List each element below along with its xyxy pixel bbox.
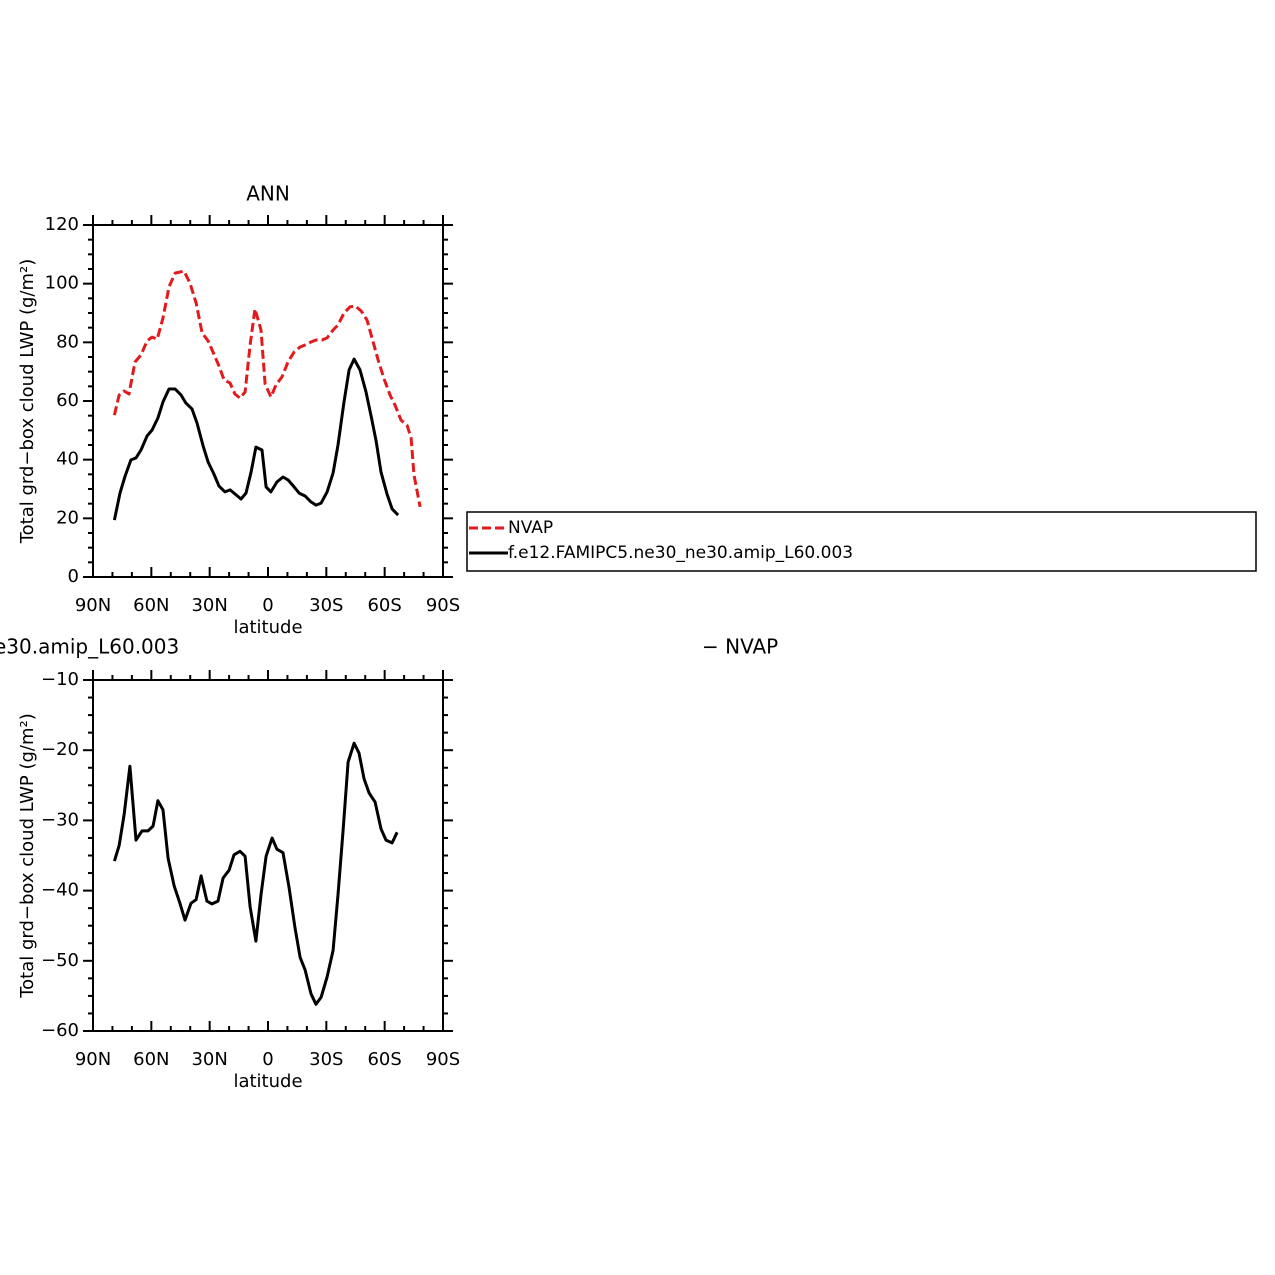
y-tick-label: 80	[56, 331, 79, 352]
x-tick-label: 60S	[367, 595, 401, 616]
x-tick-label: 90N	[75, 1049, 111, 1070]
x-tick-label: 60N	[133, 595, 169, 616]
x-tick-label: 90S	[426, 1049, 460, 1070]
y-tick-label: −10	[41, 669, 79, 690]
x-tick-label: 30S	[309, 595, 343, 616]
data-line	[112, 357, 400, 521]
x-tick-label: 30S	[309, 1049, 343, 1070]
y-tick-label: 0	[68, 566, 79, 587]
x-tick-label: 60S	[367, 1049, 401, 1070]
y-axis-label: Total grd−box cloud LWP (g/m²)	[17, 259, 38, 545]
y-tick-label: 100	[45, 273, 79, 294]
y-tick-label: −30	[41, 809, 79, 830]
chart-title-left: e30.amip_L60.003	[0, 635, 179, 659]
y-tick-label: −50	[41, 950, 79, 971]
data-line	[112, 741, 399, 1006]
legend-box	[466, 511, 1257, 572]
y-tick-label: −20	[41, 739, 79, 760]
y-tick-label: 120	[45, 214, 79, 235]
x-axis-label: latitude	[233, 1071, 302, 1092]
chart-title: ANN	[246, 182, 290, 206]
data-line	[112, 269, 422, 508]
plot-frame	[92, 224, 444, 578]
x-tick-label: 90N	[75, 595, 111, 616]
chart-title-right: − NVAP	[702, 635, 778, 659]
y-tick-label: 40	[56, 449, 79, 470]
y-tick-label: 20	[56, 507, 79, 528]
y-tick-label: −40	[41, 880, 79, 901]
legend-label: NVAP	[508, 518, 553, 538]
x-tick-label: 0	[262, 1049, 273, 1070]
plot-frame	[92, 679, 444, 1032]
y-tick-label: −60	[41, 1020, 79, 1041]
x-tick-label: 90S	[426, 595, 460, 616]
x-axis-label: latitude	[233, 617, 302, 638]
y-axis-label: Total grd−box cloud LWP (g/m²)	[17, 713, 38, 999]
y-tick-label: 60	[56, 390, 79, 411]
x-tick-label: 60N	[133, 1049, 169, 1070]
x-tick-label: 30N	[191, 1049, 227, 1070]
legend-label: f.e12.FAMIPC5.ne30_ne30.amip_L60.003	[508, 543, 853, 563]
x-tick-label: 30N	[191, 595, 227, 616]
x-tick-label: 0	[262, 595, 273, 616]
